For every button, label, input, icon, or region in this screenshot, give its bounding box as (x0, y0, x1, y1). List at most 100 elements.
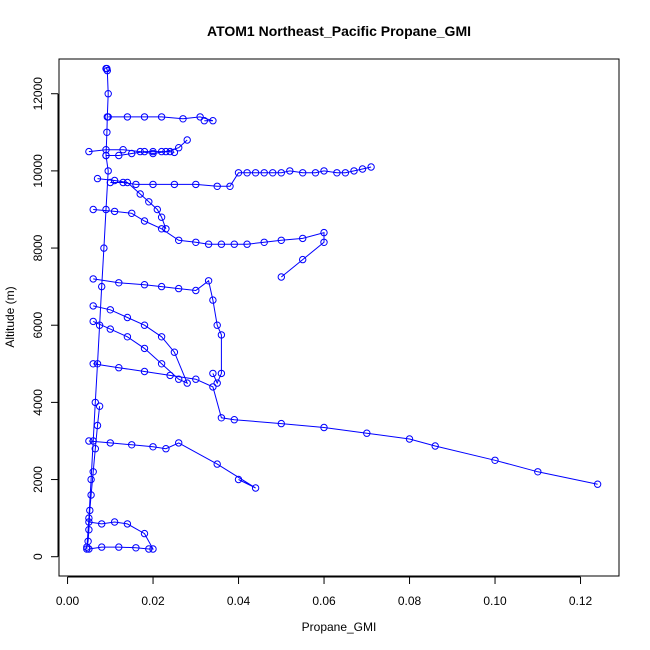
data-point (145, 198, 153, 206)
data-point (140, 529, 149, 538)
data-point (145, 545, 153, 553)
data-point (213, 182, 221, 191)
x-tick-label: 0.08 (398, 594, 422, 608)
data-point (269, 169, 277, 177)
data-point (162, 225, 170, 233)
data-point (103, 128, 111, 137)
data-point (102, 64, 110, 73)
series-layer (83, 64, 602, 553)
data-point (98, 543, 106, 551)
data-point (123, 113, 132, 121)
data-point (286, 167, 294, 175)
data-point (89, 468, 97, 476)
data-point (260, 169, 268, 177)
data-point (98, 282, 106, 291)
x-tick-label: 0.02 (141, 594, 165, 608)
data-point (110, 176, 119, 185)
data-series (85, 437, 260, 492)
data-point (140, 321, 149, 329)
data-point (234, 475, 243, 484)
data-point (110, 518, 119, 526)
data-point (136, 190, 144, 198)
series-line (86, 406, 101, 548)
data-point (157, 333, 166, 341)
data-point (179, 115, 187, 123)
x-axis: 0.00 0.02 0.04 0.06 0.08 0.10 0.12 (56, 576, 593, 608)
data-point (320, 167, 328, 175)
plot-area-frame (58, 58, 620, 577)
data-point (85, 526, 93, 534)
data-point (431, 442, 439, 450)
data-series (93, 174, 170, 233)
data-point (230, 240, 239, 248)
data-point (217, 331, 226, 339)
data-point (157, 113, 166, 121)
data-series (85, 518, 157, 553)
data-point (175, 439, 183, 447)
data-point (204, 277, 213, 285)
data-point (217, 414, 226, 422)
y-tick-label: 0 (31, 553, 45, 560)
series-line (97, 178, 167, 229)
data-point (217, 369, 226, 378)
data-point (115, 279, 123, 287)
y-tick-label: 2000 (31, 466, 45, 493)
data-point (91, 398, 100, 407)
data-point (123, 178, 132, 187)
data-point (175, 375, 183, 383)
data-point (140, 344, 149, 353)
chart-title: ATOM1 Northeast_Pacific Propane_GMI (207, 23, 471, 39)
data-point (363, 429, 371, 437)
series-line (93, 209, 325, 278)
data-point (128, 441, 136, 449)
data-point (196, 113, 204, 121)
data-point (110, 207, 119, 216)
x-axis-label: Propane_GMI (302, 620, 377, 634)
data-point (106, 306, 115, 314)
y-tick-label: 4000 (31, 389, 45, 416)
data-point (149, 443, 157, 451)
data-point (89, 205, 97, 214)
data-series (89, 275, 226, 387)
data-point (140, 113, 149, 121)
data-point (115, 151, 123, 160)
data-point (149, 545, 157, 553)
data-point (91, 445, 100, 453)
data-point (106, 325, 115, 333)
data-point (93, 421, 102, 430)
data-point (260, 238, 268, 247)
data-point (140, 367, 149, 376)
series-line (93, 363, 598, 485)
data-point (104, 167, 112, 175)
series-line (93, 278, 222, 385)
data-point (175, 236, 183, 245)
data-point (213, 379, 221, 387)
data-point (87, 475, 95, 484)
data-point (100, 244, 108, 252)
data-point (358, 165, 367, 173)
data-series (89, 302, 191, 387)
data-series (89, 205, 328, 281)
data-point (192, 180, 200, 189)
data-point (149, 147, 157, 156)
data-point (89, 302, 97, 310)
data-point (175, 284, 183, 293)
data-point (149, 180, 157, 189)
data-series (83, 402, 104, 551)
data-point (299, 255, 307, 264)
data-point (192, 286, 200, 295)
data-point (85, 437, 93, 445)
data-point (162, 147, 170, 156)
data-point (149, 149, 157, 158)
data-point (209, 383, 217, 391)
data-point (251, 484, 260, 492)
data-point (213, 460, 221, 468)
data-point (153, 205, 162, 214)
x-tick-label: 0.06 (312, 594, 336, 608)
data-point (157, 282, 166, 291)
data-point (87, 491, 95, 499)
data-point (89, 317, 97, 326)
data-point (140, 281, 149, 289)
data-point (157, 360, 166, 368)
data-point (230, 416, 239, 424)
